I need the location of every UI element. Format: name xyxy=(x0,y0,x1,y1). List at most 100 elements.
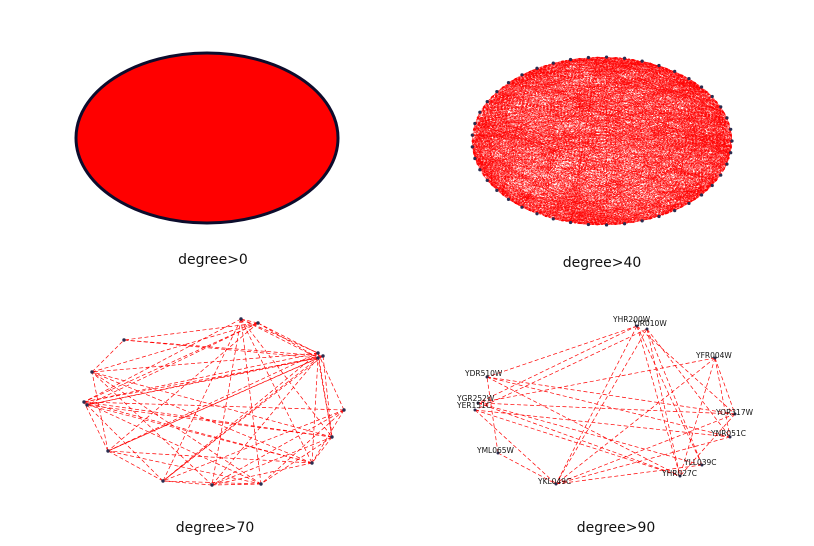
network-edge xyxy=(477,402,681,477)
network-node xyxy=(586,55,591,60)
network-edge xyxy=(311,409,345,464)
node-label-yhr027c: YHR027C xyxy=(661,469,697,478)
network-edge xyxy=(91,371,262,485)
network-node xyxy=(316,356,320,360)
network-node xyxy=(520,205,524,209)
network-edge xyxy=(162,409,345,482)
network-node xyxy=(330,435,334,439)
network-node xyxy=(506,81,511,85)
network-edge xyxy=(240,318,259,324)
network-node xyxy=(673,209,677,213)
network-edge xyxy=(317,352,345,411)
network-node xyxy=(719,173,723,177)
network-node xyxy=(495,90,499,94)
network-node xyxy=(713,356,717,360)
network-node xyxy=(640,219,644,223)
network-node xyxy=(635,324,639,328)
network-edge xyxy=(555,413,736,485)
network-edge xyxy=(257,322,319,359)
network-node xyxy=(342,408,346,412)
network-edges-degree-90 xyxy=(474,325,736,485)
network-edge xyxy=(477,357,716,404)
network-edge xyxy=(86,357,319,406)
network-edge xyxy=(240,318,319,359)
node-label-ygr252w: YGR252W xyxy=(456,394,495,403)
network-edge xyxy=(474,409,557,485)
network-edge xyxy=(91,339,125,373)
network-edge xyxy=(91,371,313,464)
network-node xyxy=(640,59,644,63)
network-edge xyxy=(486,376,731,438)
network-edge xyxy=(162,357,319,482)
network-edge xyxy=(83,401,333,438)
panel-degree-40: degree>40 xyxy=(470,55,734,271)
network-edge xyxy=(107,450,164,482)
network-edge xyxy=(240,318,333,438)
network-node xyxy=(699,193,704,197)
dense-network-ellipse xyxy=(74,51,340,225)
network-edge xyxy=(714,357,736,415)
network-edge xyxy=(83,318,242,403)
network-edge xyxy=(91,371,109,452)
node-label-yfr004w: YFR004W xyxy=(695,351,732,360)
network-edge xyxy=(322,355,333,438)
network-node xyxy=(476,401,480,405)
network-edge xyxy=(211,436,333,486)
network-edge xyxy=(211,318,242,486)
network-edge xyxy=(477,402,703,466)
network-edge xyxy=(86,404,333,438)
network-node xyxy=(485,375,489,379)
network-node xyxy=(239,317,243,321)
network-node xyxy=(604,55,609,59)
network-node xyxy=(568,57,573,62)
network-node xyxy=(678,474,682,478)
network-edge xyxy=(260,436,333,485)
network-node xyxy=(622,56,627,60)
network-nodes-degree-70 xyxy=(82,317,346,487)
network-edge xyxy=(107,322,259,452)
network-edge xyxy=(257,322,324,357)
network-edge xyxy=(555,357,716,485)
network-edge xyxy=(555,325,638,485)
network-node xyxy=(506,197,511,201)
network-node xyxy=(700,463,704,467)
node-label-yml065w: YML065W xyxy=(476,446,515,455)
network-node xyxy=(604,223,609,227)
network-edge xyxy=(91,371,333,438)
network-node xyxy=(622,222,627,226)
network-edge xyxy=(317,352,333,438)
network-edge xyxy=(240,318,262,485)
network-node xyxy=(495,188,499,192)
network-edge xyxy=(646,328,703,466)
network-node xyxy=(710,183,714,188)
network-node xyxy=(82,400,86,404)
network-edge xyxy=(555,464,703,485)
network-node xyxy=(310,461,314,465)
network-edge xyxy=(162,318,242,482)
network-edge xyxy=(211,462,313,486)
network-edge xyxy=(555,436,731,485)
network-edge xyxy=(477,325,638,404)
network-edge xyxy=(83,357,319,403)
network-edge xyxy=(486,325,638,378)
network-nodes-degree-40 xyxy=(470,55,734,227)
network-node xyxy=(473,408,477,412)
network-node xyxy=(478,168,482,172)
network-edge xyxy=(317,357,333,438)
network-node xyxy=(730,139,734,143)
network-edge xyxy=(83,401,345,411)
network-edge xyxy=(123,339,319,359)
panel-caption-degree-0: degree>0 xyxy=(178,252,248,268)
network-edge xyxy=(83,352,319,403)
network-node xyxy=(568,220,573,225)
panel-degree-0: degree>0 xyxy=(74,51,340,268)
network-node xyxy=(210,483,214,487)
panel-degree-70: degree>70 xyxy=(82,317,346,536)
network-edges-degree-40 xyxy=(471,56,733,226)
network-edge xyxy=(107,450,313,464)
network-edge xyxy=(311,436,333,464)
network-edge xyxy=(162,480,213,486)
network-edge xyxy=(636,325,703,466)
